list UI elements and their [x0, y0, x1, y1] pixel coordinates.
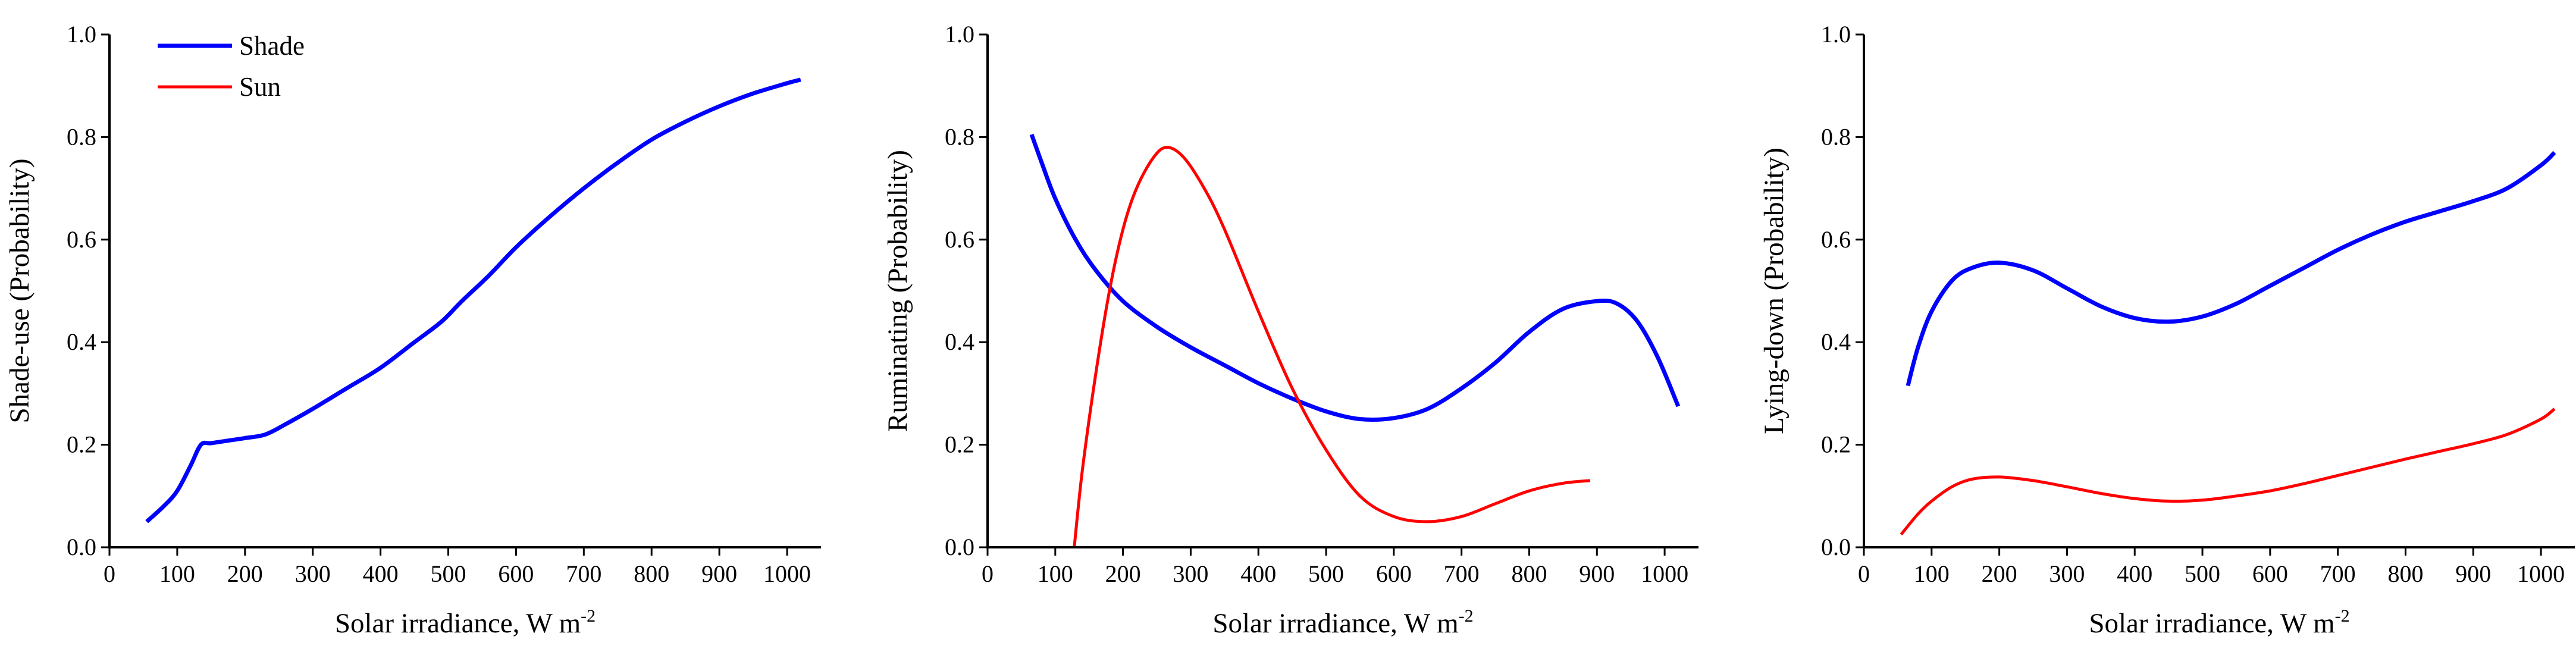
lying-down-x-tick-label: 400	[2117, 560, 2152, 587]
lying-down-x-tick-label: 600	[2252, 560, 2288, 587]
legend: Shade Sun	[158, 31, 305, 102]
shade-use-x-tick-label: 400	[363, 560, 399, 587]
lying-down-x-ticks: 0 100 200 300 400 500 600 700 800 900 1000	[1858, 547, 2565, 587]
ruminating-y-tick-label: 0.2	[945, 431, 974, 458]
ruminating-y-tick-label: 0.0	[945, 534, 974, 560]
shade-use-x-tick-label: 800	[634, 560, 669, 587]
shade-use-x-tick-label: 500	[431, 560, 466, 587]
ruminating-sun-line	[1073, 146, 1591, 548]
shade-use-x-tick-label: 0	[104, 560, 115, 587]
ruminating-x-tick-label: 700	[1444, 560, 1480, 587]
lying-down-y-tick-label: 1.0	[1821, 21, 1851, 48]
lying-down-x-axis-label: Solar irradiance, W m-2	[2089, 606, 2349, 639]
lying-down-x-tick-label: 300	[2049, 560, 2085, 587]
lying-down-y-ticks: 0.0 0.2 0.4 0.6 0.8 1.0	[1821, 21, 1864, 560]
legend-shade-label: Shade	[239, 31, 305, 61]
lying-down-x-tick-label: 700	[2320, 560, 2356, 587]
lying-down-y-tick-label: 0.4	[1821, 328, 1851, 355]
ruminating-chart: 0.0 0.2 0.4 0.6 0.8 1.0 0 100 200 300 400 500 600 70…	[882, 21, 1698, 639]
legend-sun-label: Sun	[239, 72, 281, 102]
ruminating-x-axis-label: Solar irradiance, W m-2	[1212, 606, 1473, 639]
lying-down-x-tick-label: 800	[2387, 560, 2423, 587]
lying-down-shade-line	[1906, 151, 2556, 387]
ruminating-y-tick-label: 0.6	[945, 226, 974, 253]
lying-down-y-tick-label: 0.8	[1821, 123, 1851, 150]
lying-down-x-tick-label: 0	[1858, 560, 1870, 587]
shade-use-y-tick-label: 0.0	[67, 534, 96, 560]
ruminating-y-ticks: 0.0 0.2 0.4 0.6 0.8 1.0	[945, 21, 988, 560]
lying-down-x-tick-label: 1000	[2517, 560, 2565, 587]
lying-down-x-tick-label: 500	[2185, 560, 2220, 587]
shade-use-y-tick-label: 0.4	[67, 328, 96, 355]
lying-down-y-tick-label: 0.6	[1821, 226, 1851, 253]
shade-use-x-tick-label: 300	[295, 560, 331, 587]
ruminating-y-tick-label: 0.4	[945, 328, 974, 355]
ruminating-x-tick-label: 0	[982, 560, 994, 587]
shade-use-y-tick-label: 0.6	[67, 226, 96, 253]
ruminating-y-axis-label: Ruminating (Probability)	[882, 150, 913, 432]
ruminating-x-tick-label: 900	[1579, 560, 1615, 587]
ruminating-shade-line	[1029, 133, 1681, 422]
shade-use-chart: 0.0 0.2 0.4 0.6 0.8 1.0 0 100 200 300 400 500 600 70…	[4, 21, 821, 639]
ruminating-x-tick-label: 500	[1308, 560, 1344, 587]
lying-down-plot-area	[1900, 151, 2556, 536]
ruminating-x-tick-label: 400	[1240, 560, 1276, 587]
shade-use-x-ticks: 0 100 200 300 400 500 600 700 800 900 1000	[104, 547, 811, 587]
shade-use-x-tick-label: 900	[701, 560, 737, 587]
lying-down-x-tick-label: 900	[2455, 560, 2491, 587]
lying-down-y-axis-label: Lying-down (Probability)	[1759, 148, 1790, 434]
ruminating-y-tick-label: 0.8	[945, 123, 974, 150]
lying-down-x-tick-label: 100	[1914, 560, 1950, 587]
ruminating-x-ticks: 0 100 200 300 400 500 600 700 800 900 1000	[982, 547, 1688, 587]
lying-down-sun-line	[1900, 407, 2556, 536]
shade-use-y-tick-label: 0.2	[67, 431, 96, 458]
shade-use-x-tick-label: 100	[159, 560, 195, 587]
ruminating-x-tick-label: 100	[1038, 560, 1073, 587]
shade-use-y-tick-label: 1.0	[67, 21, 96, 48]
shade-use-shade-line	[145, 77, 801, 523]
ruminating-x-tick-label: 1000	[1641, 560, 1688, 587]
ruminating-x-tick-label: 600	[1376, 560, 1412, 587]
shade-use-x-axis-label: Solar irradiance, W m-2	[335, 606, 596, 639]
ruminating-x-tick-label: 200	[1105, 560, 1141, 587]
shade-use-x-tick-label: 700	[566, 560, 601, 587]
lying-down-y-tick-label: 0.0	[1821, 534, 1851, 560]
shade-use-y-tick-label: 0.8	[67, 123, 96, 150]
shade-use-y-ticks: 0.0 0.2 0.4 0.6 0.8 1.0	[67, 21, 109, 560]
ruminating-plot-area	[1029, 133, 1681, 548]
shade-use-y-axis-label: Shade-use (Probability)	[4, 158, 35, 423]
lying-down-y-tick-label: 0.2	[1821, 431, 1851, 458]
shade-use-x-tick-label: 600	[498, 560, 534, 587]
ruminating-x-tick-label: 800	[1511, 560, 1547, 587]
lying-down-x-tick-label: 200	[1982, 560, 2017, 587]
lying-down-chart: 0.0 0.2 0.4 0.6 0.8 1.0 0 100 200 300 400 500 600 70…	[1759, 21, 2575, 639]
shade-use-x-tick-label: 200	[227, 560, 263, 587]
ruminating-x-tick-label: 300	[1173, 560, 1208, 587]
shade-use-x-tick-label: 1000	[763, 560, 811, 587]
shade-use-plot-area	[145, 77, 801, 523]
ruminating-y-tick-label: 1.0	[945, 21, 974, 48]
